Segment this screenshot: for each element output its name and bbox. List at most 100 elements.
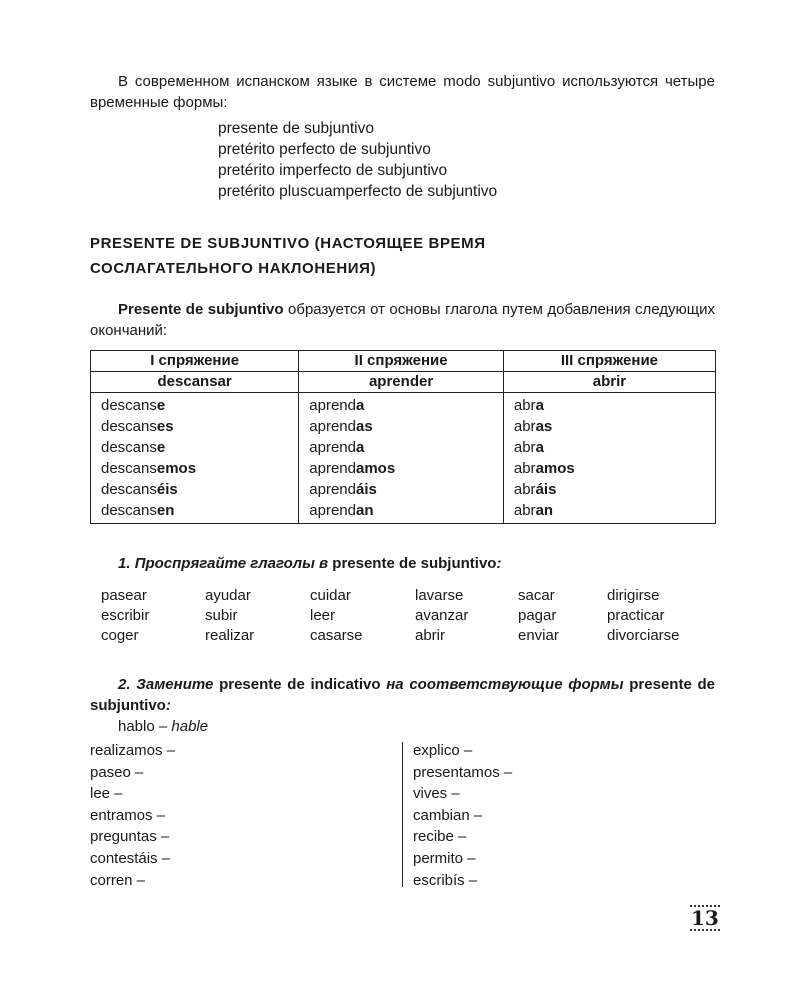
exercise-item: paseo – (90, 763, 144, 781)
cell: abra (502, 437, 717, 458)
cell: abráis (502, 479, 717, 500)
divider (402, 742, 403, 887)
stem: abr (513, 417, 536, 435)
colon: : (165, 697, 171, 714)
exercise-item: preguntas – (90, 828, 170, 846)
ending: amos (535, 459, 575, 477)
stem: aprend (309, 480, 356, 498)
verb-header: abrir (502, 371, 717, 393)
exercise-2-header: 2. Замените presente de indicativo на со… (90, 674, 715, 737)
stem: descans (101, 501, 157, 519)
stem: descans (101, 438, 157, 456)
exercise-1-title: 1. Проспрягайте глаголы в presente de su… (90, 553, 715, 574)
tense-item: pretérito imperfecto de subjuntivo (218, 162, 448, 179)
exercise-item: escribís – (413, 871, 478, 889)
cell: descanses (89, 416, 300, 437)
ending: as (535, 417, 553, 435)
table-row: descanse aprenda abra (89, 392, 717, 416)
ending: a (355, 396, 365, 414)
verb: divorciarse (607, 627, 680, 644)
ending: emos (156, 459, 197, 477)
ending: amos (355, 459, 396, 477)
cell: aprenda (298, 392, 504, 416)
term: Presente de subjuntivo (118, 301, 284, 318)
colon: : (496, 555, 502, 572)
exercise-item: realizamos – (90, 742, 176, 759)
col-header: II спряжение (298, 350, 504, 372)
ending: a (355, 438, 365, 456)
ending: éis (156, 480, 178, 498)
table-row: descanses aprendas abras (89, 416, 717, 437)
instruction: Проспрягайте глаголы в (134, 555, 329, 572)
cell: descanse (89, 437, 300, 458)
section-heading: PRESENTE DE SUBJUNTIVO (НАСТОЯЩЕЕ ВРЕМЯ … (90, 231, 486, 281)
ending: e (156, 396, 166, 414)
ending: a (535, 438, 544, 456)
page-number: 13 (690, 905, 720, 931)
stem: aprend (309, 459, 356, 477)
left-column: realizamos – paseo – lee – entramos – pregun… (90, 740, 175, 891)
instruction: Замените (136, 676, 214, 693)
verb: abrir (415, 627, 446, 644)
heading-line: PRESENTE DE SUBJUNTIVO (НАСТОЯЩЕЕ ВРЕМЯ (90, 235, 486, 252)
exercise-item: presentamos – (413, 763, 513, 781)
exercise-item: recibe – (413, 828, 467, 846)
ending: a (535, 396, 544, 414)
cell: aprendáis (298, 479, 504, 500)
cell: descansemos (89, 458, 300, 479)
verb-header: aprender (298, 371, 504, 393)
stem: descans (101, 417, 157, 435)
ending: e (156, 438, 166, 456)
ending: an (355, 501, 374, 519)
stem: abr (513, 438, 536, 456)
exercise-item: contestáis – (90, 849, 171, 867)
exercise-item: explico – (413, 742, 473, 759)
cell: abran (502, 500, 717, 524)
heading-line: СОСЛАГАТЕЛЬНОГО НАКЛОНЕНИЯ) (90, 260, 377, 277)
num: 2. (118, 676, 131, 693)
table-row: descanse aprenda abra (89, 437, 717, 458)
verb: pagar (518, 607, 557, 624)
exercise-item: entramos – (90, 806, 166, 824)
example-answer: hable (171, 718, 209, 735)
ending: en (156, 501, 175, 519)
ending: an (535, 501, 554, 519)
cell: abra (502, 392, 717, 416)
instruction: на соответствующие формы (386, 676, 624, 693)
cell: aprendas (298, 416, 504, 437)
stem: descans (101, 480, 157, 498)
right-column: explico – presentamos – vives – cambian – re… (413, 740, 512, 891)
term: presente de indicativo (213, 676, 387, 693)
verb: ayudar (205, 587, 251, 604)
verb: realizar (205, 627, 255, 644)
exercise-item: permito – (413, 849, 476, 867)
table-row: descansen aprendan abran (89, 500, 717, 524)
exercise-item: cambian – (413, 806, 483, 824)
ending: as (355, 417, 373, 435)
tense-item: pretérito pluscuamperfecto de subjuntivo (218, 183, 498, 200)
stem: aprend (309, 501, 356, 519)
verb: avanzar (415, 607, 469, 624)
verb: sacar (518, 587, 555, 604)
verb: enviar (518, 627, 559, 644)
cell: abramos (502, 458, 717, 479)
cell: descanse (89, 392, 300, 416)
stem: descans (101, 459, 157, 477)
col-header: I спряжение (89, 350, 300, 372)
stem: aprend (309, 417, 356, 435)
table-row: descanséis aprendáis abráis (89, 479, 717, 500)
cell: aprendamos (298, 458, 504, 479)
cell: descansen (89, 500, 300, 524)
tense-item: pretérito perfecto de subjuntivo (218, 141, 431, 158)
term: presente de subjuntivo (90, 676, 715, 714)
stem: descans (101, 396, 157, 414)
ending: áis (355, 480, 377, 498)
cell: aprenda (298, 437, 504, 458)
verb: coger (101, 627, 139, 644)
ending: áis (535, 480, 557, 498)
exercise-2-title: 2. Замените presente de indicativo на со… (90, 674, 715, 716)
exercise-item: vives – (413, 785, 460, 803)
verb-grid: pasear ayudar cuidar lavarse sacar dirigirse e… (101, 586, 717, 646)
stem: aprend (309, 438, 356, 456)
verb: subir (205, 607, 238, 624)
